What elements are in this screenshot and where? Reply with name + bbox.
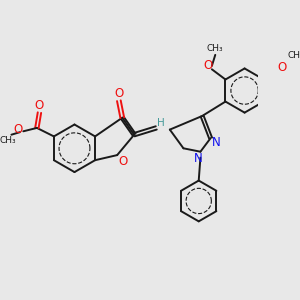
Text: O: O <box>35 99 44 112</box>
Text: H: H <box>157 118 164 128</box>
Text: CH₃: CH₃ <box>0 136 16 145</box>
Text: O: O <box>114 87 124 101</box>
Text: O: O <box>278 61 287 74</box>
Text: O: O <box>118 155 128 168</box>
Text: N: N <box>212 136 221 149</box>
Text: N: N <box>194 152 203 165</box>
Text: O: O <box>14 123 23 136</box>
Text: CH₃: CH₃ <box>288 51 300 60</box>
Text: CH₃: CH₃ <box>207 44 224 52</box>
Text: O: O <box>203 59 212 72</box>
